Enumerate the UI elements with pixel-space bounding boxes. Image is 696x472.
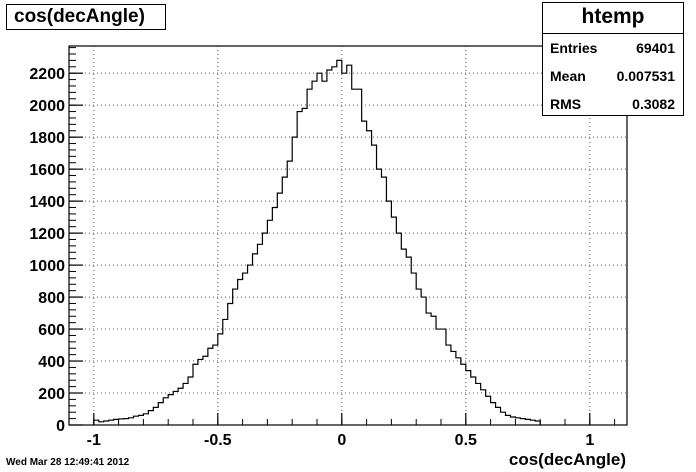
x-axis: -1 -0.5 0 0.5 1 bbox=[68, 413, 616, 449]
histogram-line bbox=[93, 59, 541, 425]
stats-label: RMS bbox=[550, 96, 582, 112]
y-tick-label: 800 bbox=[38, 290, 65, 307]
y-tick-label: 200 bbox=[38, 386, 65, 403]
y-tick-label: 2200 bbox=[29, 66, 65, 83]
x-tick-label: 0.5 bbox=[455, 432, 477, 449]
plot-frame bbox=[68, 45, 628, 426]
y-tick-label: 1800 bbox=[29, 130, 65, 147]
stats-label: Mean bbox=[550, 68, 586, 84]
y-axis: 0 200 400 600 800 1000 1200 1400 1600 1800 2000 220… bbox=[29, 47, 83, 435]
stats-row-rms: RMS 0.3082 bbox=[543, 90, 683, 118]
grid bbox=[69, 46, 627, 425]
stats-value: 69401 bbox=[636, 40, 675, 56]
y-tick-label: 1400 bbox=[29, 194, 65, 211]
canvas-title: cos(decAngle) bbox=[6, 4, 166, 30]
stats-label: Entries bbox=[550, 40, 598, 56]
x-tick-label: -0.5 bbox=[204, 432, 232, 449]
x-tick-label: 0 bbox=[337, 432, 346, 449]
y-tick-label: 1600 bbox=[29, 162, 65, 179]
stats-row-mean: Mean 0.007531 bbox=[543, 62, 683, 90]
y-tick-label: 600 bbox=[38, 322, 65, 339]
stats-box: htemp Entries 69401 Mean 0.007531 RMS 0.… bbox=[542, 2, 684, 116]
y-tick-label: 1200 bbox=[29, 226, 65, 243]
x-tick-label: 1 bbox=[585, 432, 594, 449]
stats-row-entries: Entries 69401 bbox=[543, 34, 683, 62]
y-tick-label: 2000 bbox=[29, 98, 65, 115]
x-axis-title: cos(decAngle) bbox=[508, 450, 626, 469]
timestamp: Wed Mar 28 12:49:41 2012 bbox=[6, 457, 130, 468]
y-tick-label: 1000 bbox=[29, 258, 65, 275]
y-tick-label: 0 bbox=[56, 418, 65, 435]
y-tick-label: 400 bbox=[38, 354, 65, 371]
stats-value: 0.3082 bbox=[632, 96, 675, 112]
x-tick-label: -1 bbox=[87, 432, 101, 449]
stats-histogram-name: htemp bbox=[543, 3, 683, 34]
stats-value: 0.007531 bbox=[616, 68, 675, 84]
